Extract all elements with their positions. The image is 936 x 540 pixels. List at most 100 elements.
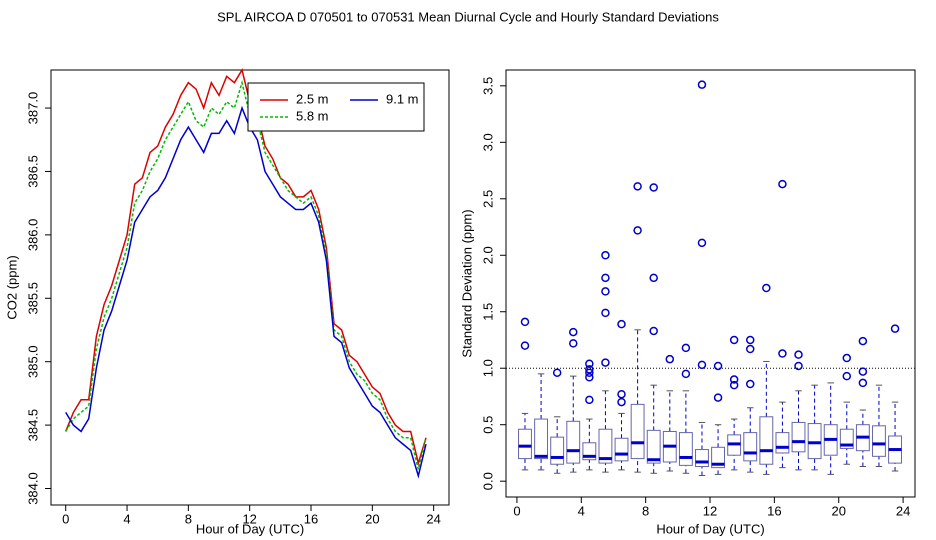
outlier — [729, 335, 739, 345]
outlier — [649, 183, 658, 192]
outlier — [745, 344, 755, 354]
box — [743, 432, 758, 462]
x-tick-label: 0 — [62, 511, 69, 526]
outlier — [697, 238, 707, 248]
y-tick-label: 3.0 — [480, 133, 495, 151]
outlier — [794, 361, 803, 371]
outlier — [601, 358, 610, 367]
outlier — [681, 369, 691, 379]
outlier — [633, 182, 642, 191]
legend-label: 9.1 m — [386, 91, 419, 106]
outlier — [585, 373, 594, 382]
x-axis-label: Hour of Day (UTC) — [196, 521, 304, 536]
box — [678, 432, 693, 466]
box — [711, 446, 725, 469]
x-tick-label: 8 — [642, 503, 649, 518]
outlier — [794, 350, 803, 359]
outlier — [601, 308, 610, 318]
box — [791, 421, 806, 453]
y-tick-label: 1.5 — [480, 303, 495, 321]
x-tick-label: 8 — [185, 511, 192, 526]
x-tick-label: 4 — [578, 503, 585, 518]
y-tick-label: 384.0 — [25, 472, 40, 505]
box — [839, 428, 854, 449]
box — [566, 420, 581, 464]
x-tick-label: 12 — [703, 503, 717, 518]
y-axis-label: Standard Deviation (ppm) — [459, 209, 474, 357]
y-tick-label: 385.5 — [25, 282, 40, 315]
box — [598, 428, 613, 464]
line-series — [65, 105, 427, 479]
box — [807, 423, 822, 460]
x-tick-label: 16 — [767, 503, 781, 518]
x-tick-label: 12 — [242, 511, 256, 526]
box — [518, 428, 532, 460]
outlier — [713, 361, 723, 371]
x-tick-label: 24 — [896, 503, 910, 518]
outlier — [649, 273, 658, 283]
outlier — [552, 368, 562, 377]
outlier — [569, 339, 578, 348]
box — [759, 416, 774, 465]
outlier — [842, 353, 852, 363]
y-tick-label: 386.0 — [25, 219, 40, 252]
outlier — [601, 273, 610, 283]
legend-label: 2.5 m — [296, 91, 329, 106]
outlier — [713, 393, 723, 402]
outlier — [778, 349, 787, 358]
x-tick-label: 20 — [832, 503, 846, 518]
y-tick-label: 1.0 — [480, 359, 495, 377]
y-tick-label: 0.5 — [480, 416, 495, 434]
y-axis-label: CO2 (ppm) — [4, 255, 19, 319]
outlier — [585, 359, 594, 368]
outlier — [745, 335, 755, 345]
outlier — [665, 354, 675, 364]
outlier — [617, 397, 626, 407]
outlier — [585, 395, 594, 405]
outlier — [745, 379, 755, 389]
box — [872, 425, 886, 457]
outlier — [858, 336, 868, 346]
x-tick-label: 4 — [123, 511, 130, 526]
x-tick-label: 16 — [304, 511, 318, 526]
outlier — [681, 343, 691, 353]
outlier — [520, 317, 530, 327]
y-tick-label: 386.5 — [25, 155, 40, 188]
outlier — [617, 389, 626, 399]
box — [630, 403, 645, 460]
y-tick-label: 0.0 — [480, 472, 495, 490]
outlier — [585, 365, 594, 374]
outlier — [585, 368, 594, 377]
legend-box — [247, 82, 425, 132]
y-tick-label: 384.5 — [25, 409, 40, 442]
outlier — [601, 251, 610, 260]
box — [614, 437, 629, 462]
x-axis-label: Hour of Day (UTC) — [656, 521, 764, 536]
x-tick-label: 20 — [365, 511, 379, 526]
outlier — [617, 319, 626, 329]
box — [534, 418, 549, 460]
y-tick-label: 3.5 — [480, 77, 495, 95]
outlier — [649, 326, 658, 336]
outlier — [697, 80, 707, 89]
outlier — [520, 341, 530, 350]
line-series — [65, 79, 427, 470]
box — [695, 449, 709, 467]
y-tick-label: 2.0 — [480, 246, 495, 264]
y-tick-label: 385.0 — [25, 345, 40, 378]
outlier — [601, 287, 610, 296]
x-tick-label: 24 — [426, 511, 440, 526]
outlier — [729, 380, 739, 390]
outlier — [729, 375, 739, 384]
outlier — [762, 283, 771, 293]
outlier — [569, 327, 578, 337]
y-tick-label: 387.0 — [25, 92, 40, 125]
line-series — [65, 68, 427, 467]
outlier — [697, 360, 707, 370]
x-tick-label: 0 — [513, 503, 520, 518]
legend-label: 5.8 m — [296, 108, 329, 123]
box — [646, 429, 661, 464]
y-tick-label: 2.5 — [480, 190, 495, 208]
